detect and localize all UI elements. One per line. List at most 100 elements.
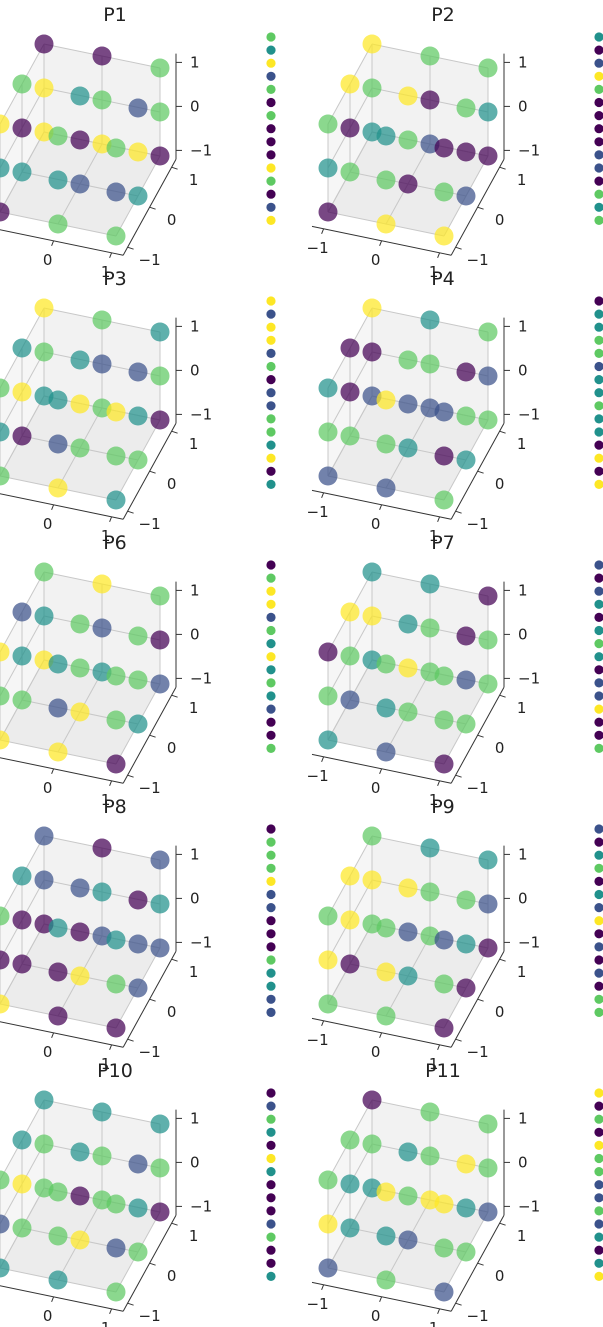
color-strip-dot (594, 440, 603, 450)
color-strip-dot (594, 361, 603, 372)
x-tick-label: −1 (307, 1031, 329, 1049)
color-strip-dot (594, 981, 603, 991)
z-tick-label: −1 (190, 141, 212, 159)
scatter-point (318, 994, 338, 1014)
scatter-point (150, 58, 170, 78)
x-tick-label: 0 (43, 251, 53, 269)
color-strip-dot (266, 691, 276, 701)
color-strip-dot (594, 1180, 603, 1190)
scatter-point (128, 1154, 148, 1174)
x-axis-line (311, 225, 452, 256)
scatter-point (398, 394, 418, 414)
scatter-point (420, 618, 440, 638)
color-strip-dot (594, 837, 603, 847)
panel-p1: −1 0 1 −1 0 1 −1 0 1 P1 (0, 4, 276, 281)
scatter-point (376, 918, 396, 938)
scatter-point (420, 838, 440, 858)
z-tick-label: 1 (518, 53, 528, 71)
scatter-point (376, 170, 396, 190)
z-tick-label: 0 (190, 625, 200, 643)
scatter-point (92, 1102, 112, 1122)
y-tick (171, 1222, 178, 1226)
scatter-point (340, 382, 360, 402)
color-strip-dot (266, 612, 276, 623)
scatter-point (128, 626, 148, 646)
x-tick-label: −1 (307, 239, 329, 257)
x-tick (321, 492, 325, 498)
scatter-point (340, 954, 360, 974)
scatter-point (106, 1194, 126, 1214)
color-strip-dot (594, 466, 603, 476)
z-tick-label: −1 (190, 933, 212, 951)
y-tick (171, 430, 178, 434)
scatter-point (398, 174, 418, 194)
color-strip-dot (266, 1180, 276, 1190)
color-strip-dot (594, 1140, 603, 1150)
scatter-point (318, 202, 338, 222)
scatter-point (70, 130, 90, 150)
panel-title: P10 (97, 1060, 133, 1082)
scatter-point (48, 742, 68, 762)
scatter-point (420, 1146, 440, 1166)
scatter-point (70, 1142, 90, 1162)
scatter-point (12, 690, 32, 710)
scatter-point (150, 850, 170, 870)
color-strip-dot (266, 929, 276, 939)
y-tick (477, 470, 484, 474)
x-tick (321, 756, 325, 762)
panel-title: P6 (103, 532, 127, 554)
color-strip-dot (266, 401, 276, 411)
z-tick-label: 0 (190, 361, 200, 379)
y-tick-label: 0 (495, 211, 505, 229)
color-strip-dot (266, 1140, 276, 1150)
scatter-point (340, 162, 360, 182)
scatter-point (48, 962, 68, 982)
color-strip-dot (594, 560, 603, 570)
scatter-point (420, 574, 440, 594)
scatter-point (106, 402, 126, 422)
scatter-point (34, 606, 54, 626)
scatter-point (318, 686, 338, 706)
y-tick-label: 0 (167, 1003, 177, 1021)
scatter-point (340, 866, 360, 886)
x-tick-label: −1 (0, 239, 1, 257)
color-strip-dot (594, 929, 603, 939)
color-strip-dot (266, 850, 276, 860)
color-strip-dot (266, 1114, 276, 1124)
scatter-point (398, 966, 418, 986)
scatter-point (0, 1258, 10, 1278)
scatter-point (0, 114, 10, 134)
scatter-point (48, 170, 68, 190)
scatter-point (456, 406, 476, 426)
scatter-point (456, 362, 476, 382)
color-strip-dot (266, 1153, 276, 1164)
scatter-point (0, 158, 10, 178)
scatter-point (150, 410, 170, 430)
color-strip-dot (266, 1127, 276, 1137)
y-tick-label: 1 (517, 963, 527, 981)
scatter-point (92, 354, 112, 374)
scatter-point (70, 1230, 90, 1250)
scatter-point (318, 422, 338, 442)
scatter-point (0, 466, 10, 486)
color-strip-dot (594, 599, 603, 609)
color-strip-dot (594, 903, 603, 913)
z-tick-label: −1 (518, 669, 540, 687)
scatter-point (150, 146, 170, 166)
x-tick-label: 1 (101, 791, 111, 809)
y-tick (455, 1302, 462, 1306)
y-tick-label: 0 (167, 739, 177, 757)
scatter-point (70, 878, 90, 898)
color-strip-dot (266, 124, 276, 134)
scatter-point (398, 658, 418, 678)
scatter-point (376, 654, 396, 674)
scatter-point (12, 866, 32, 886)
z-tick-label: −1 (518, 405, 540, 423)
color-strip-dot (594, 309, 603, 319)
scatter-point (12, 338, 32, 358)
color-strip-dot (266, 1193, 276, 1203)
x-tick (109, 780, 113, 786)
color-strip-dot (266, 84, 276, 94)
scatter-point (434, 974, 454, 994)
scatter-point (106, 490, 126, 510)
